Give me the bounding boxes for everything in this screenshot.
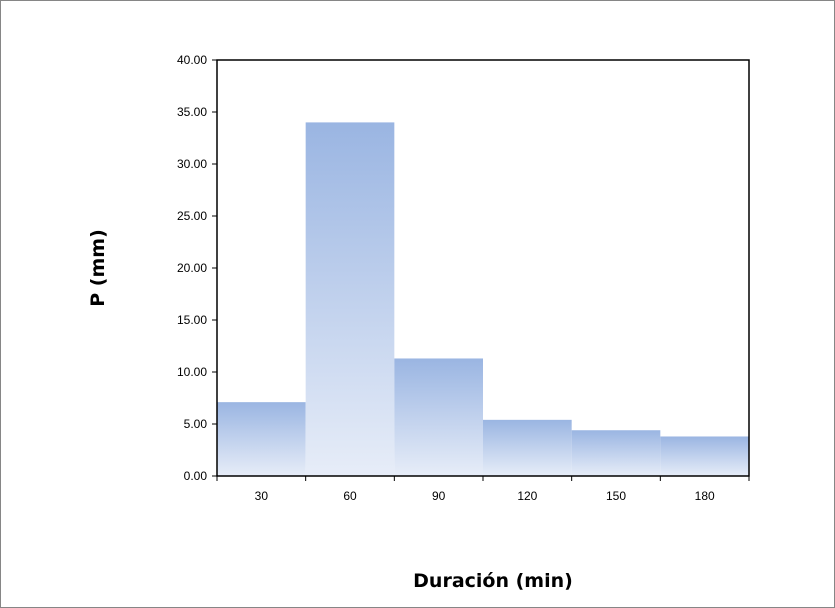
bars-group: [217, 122, 749, 477]
y-axis-title: P (mm): [87, 229, 109, 307]
y-tick-label: 35.00: [177, 105, 207, 119]
y-tick-label: 40.00: [177, 53, 207, 67]
bar-120: [483, 419, 572, 476]
x-axis-ticks: 30 60 90 120 150 180: [216, 476, 750, 503]
y-tick-label: 0.00: [184, 469, 208, 483]
x-tick-label: 120: [517, 489, 537, 503]
x-tick-label: 150: [606, 489, 626, 503]
y-tick-label: 25.00: [177, 209, 207, 223]
bar-150: [571, 430, 661, 476]
x-tick-label: 30: [255, 489, 269, 503]
y-axis-ticks: 0.00 5.00 10.00 15.00 20.00 25.00 30.00 35.00 40…: [177, 53, 217, 483]
y-tick-label: 15.00: [177, 313, 207, 327]
y-tick-label: 10.00: [177, 365, 207, 379]
bar-60: [305, 122, 395, 477]
x-tick-label: 90: [432, 489, 446, 503]
y-tick-label: 5.00: [184, 417, 208, 431]
x-tick-label: 60: [343, 489, 357, 503]
x-tick-label: 180: [695, 489, 715, 503]
y-tick-label: 30.00: [177, 157, 207, 171]
plot-area-border: [216, 59, 750, 477]
bar-180: [660, 436, 749, 476]
y-tick-label: 20.00: [177, 261, 207, 275]
bar-30: [217, 402, 306, 476]
x-axis-title: Duración (min): [413, 570, 573, 592]
bar-90: [394, 358, 483, 476]
